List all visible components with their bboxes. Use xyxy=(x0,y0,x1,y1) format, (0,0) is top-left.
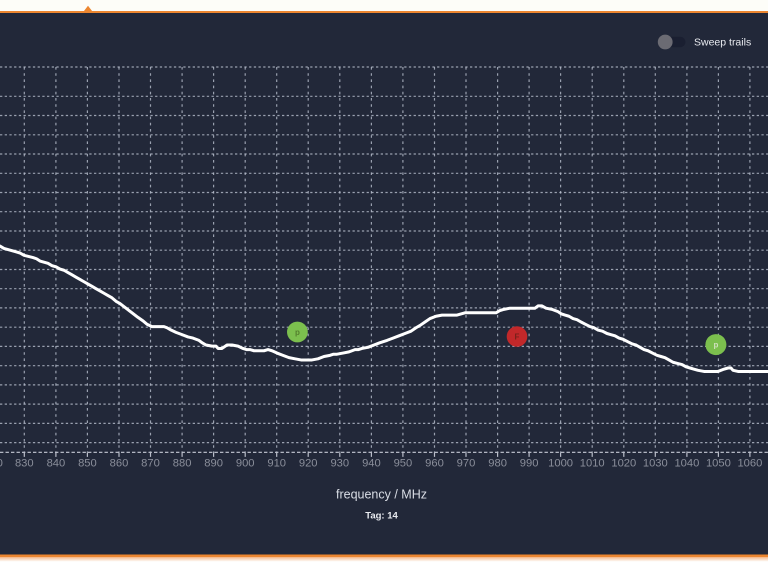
svg-text:880: 880 xyxy=(173,458,192,470)
svg-text:p: p xyxy=(295,328,300,337)
svg-text:1020: 1020 xyxy=(611,458,636,470)
svg-text:Sweep trails: Sweep trails xyxy=(694,37,751,49)
svg-text:940: 940 xyxy=(362,458,381,470)
svg-text:970: 970 xyxy=(457,458,476,470)
svg-text:1030: 1030 xyxy=(643,458,668,470)
svg-text:F: F xyxy=(515,333,520,342)
svg-text:1010: 1010 xyxy=(580,458,605,470)
svg-text:920: 920 xyxy=(299,458,318,470)
svg-text:890: 890 xyxy=(204,458,223,470)
svg-text:830: 830 xyxy=(15,458,34,470)
svg-text:frequency / MHz: frequency / MHz xyxy=(336,488,427,502)
svg-text:930: 930 xyxy=(330,458,349,470)
svg-text:1000: 1000 xyxy=(548,458,573,470)
svg-text:990: 990 xyxy=(520,458,539,470)
svg-text:850: 850 xyxy=(78,458,97,470)
svg-text:820: 820 xyxy=(0,458,3,470)
svg-text:900: 900 xyxy=(236,458,255,470)
svg-text:1060: 1060 xyxy=(737,458,762,470)
svg-text:1040: 1040 xyxy=(674,458,699,470)
svg-text:870: 870 xyxy=(141,458,160,470)
svg-text:Tag: 14: Tag: 14 xyxy=(365,511,398,522)
svg-text:950: 950 xyxy=(394,458,413,470)
svg-text:960: 960 xyxy=(425,458,444,470)
svg-text:p: p xyxy=(713,341,718,350)
svg-text:910: 910 xyxy=(267,458,286,470)
svg-text:980: 980 xyxy=(488,458,507,470)
svg-text:860: 860 xyxy=(110,458,129,470)
svg-text:840: 840 xyxy=(47,458,66,470)
svg-text:1050: 1050 xyxy=(706,458,731,470)
